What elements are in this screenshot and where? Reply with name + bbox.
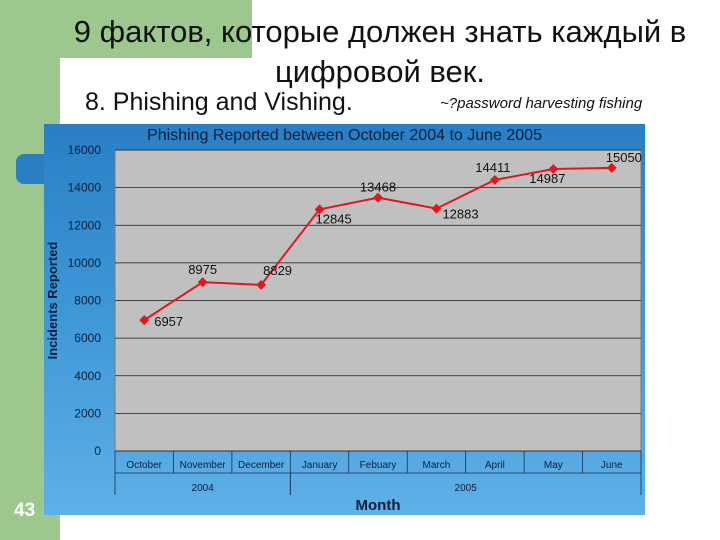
slide-title: 9 фактов, которые должен знать каждый в … — [73, 14, 687, 89]
y-axis-label: Incidents Reported — [45, 242, 60, 360]
data-point — [256, 279, 267, 290]
x-tick-label: December — [238, 460, 285, 471]
data-label: 8975 — [188, 262, 217, 277]
data-label: 15050 — [606, 150, 642, 165]
slide-number: 43 — [14, 500, 36, 521]
data-label: 6957 — [154, 314, 183, 329]
chart-container: Phishing Reported between October 2004 t… — [44, 124, 645, 515]
data-label: 12845 — [316, 211, 352, 226]
x-tick-label: October — [126, 460, 162, 471]
x-tick-label: November — [180, 460, 227, 471]
x-tick-label: March — [423, 460, 451, 471]
x-tick-label: May — [544, 460, 563, 471]
x-axis-label: Month — [356, 497, 401, 514]
data-point — [197, 277, 208, 288]
y-tick-label: 6000 — [74, 331, 101, 345]
data-point — [314, 204, 325, 215]
y-tick-label: 0 — [94, 444, 101, 458]
slide-top-accent — [0, 0, 252, 58]
slide-tab-accent — [16, 154, 46, 184]
x-group-label: 2005 — [455, 483, 478, 494]
y-tick-label: 8000 — [74, 294, 101, 308]
data-label: 13468 — [360, 180, 396, 195]
data-label: 12883 — [442, 207, 478, 222]
x-tick-label: April — [485, 460, 505, 471]
slide-subtitle: 8. Phishing and Vishing. — [85, 88, 353, 116]
data-point — [431, 203, 442, 214]
x-group-label: 2004 — [192, 483, 215, 494]
data-label: 14987 — [529, 171, 565, 186]
x-tick-label: Febuary — [360, 460, 397, 471]
slide-note: ~?password harvesting fishing — [440, 95, 643, 112]
y-tick-label: 10000 — [68, 256, 102, 270]
y-tick-label: 16000 — [68, 143, 102, 157]
data-label: 14411 — [475, 160, 510, 175]
chart-svg: Phishing Reported between October 2004 t… — [45, 127, 642, 514]
y-tick-label: 2000 — [74, 406, 101, 420]
y-tick-label: 12000 — [68, 218, 102, 232]
x-tick-label: January — [302, 460, 338, 471]
data-point — [139, 315, 150, 326]
data-label: 8829 — [263, 263, 292, 278]
chart-title: Phishing Reported between October 2004 t… — [147, 127, 542, 144]
x-tick-label: June — [601, 460, 623, 471]
data-point — [606, 162, 617, 173]
y-tick-label: 14000 — [68, 181, 102, 195]
y-tick-label: 4000 — [74, 369, 101, 383]
